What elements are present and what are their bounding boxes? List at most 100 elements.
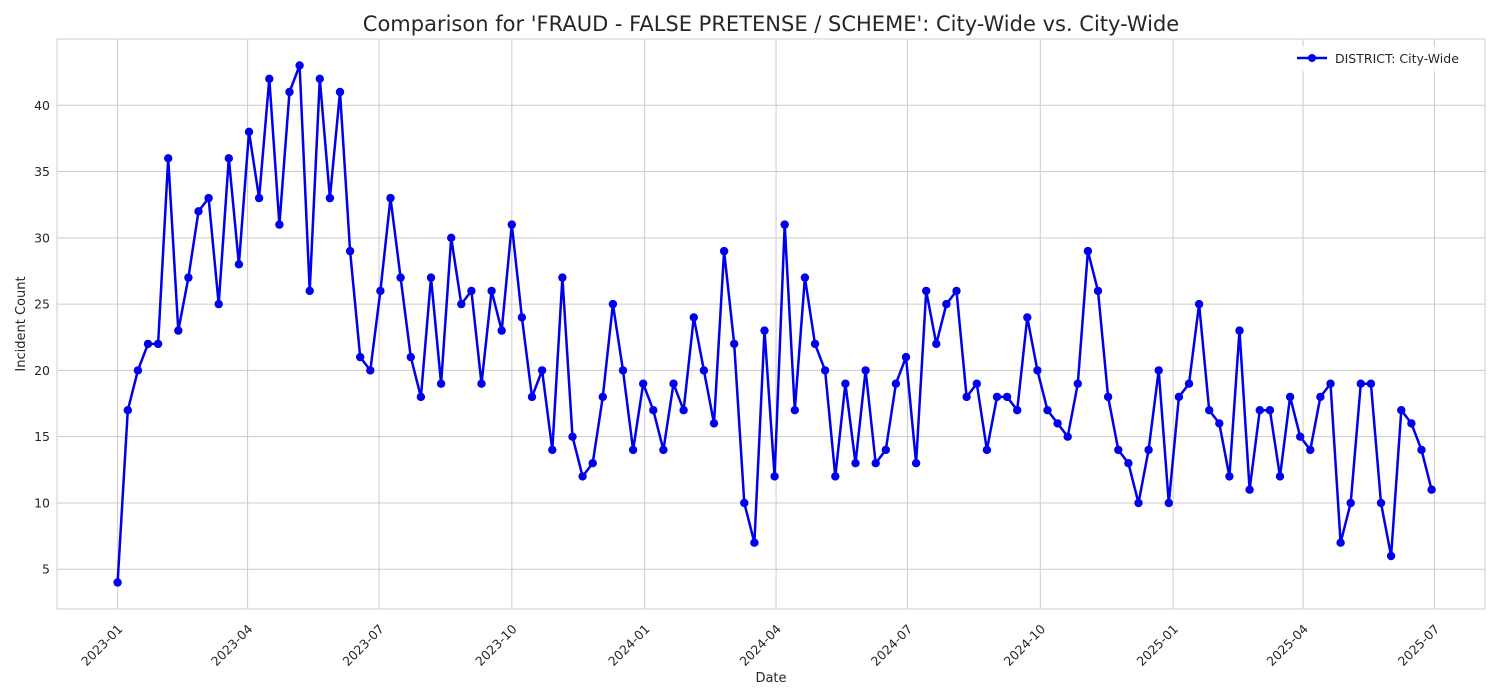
x-tick-label: 2023-10	[472, 621, 520, 669]
data-point	[507, 220, 516, 229]
data-point	[1013, 406, 1022, 415]
data-point	[911, 459, 921, 468]
x-tick-label: 2024-10	[1001, 621, 1049, 669]
data-point	[143, 339, 153, 349]
data-point	[588, 459, 597, 468]
grid-lines	[57, 39, 1485, 609]
data-point	[164, 154, 173, 163]
data-point	[1285, 392, 1295, 402]
data-point	[214, 299, 223, 309]
data-point	[982, 445, 992, 455]
data-point	[153, 339, 163, 349]
data-point	[1164, 498, 1174, 508]
data-point	[285, 87, 294, 97]
data-point	[1103, 392, 1113, 402]
x-tick-label: 2023-01	[78, 621, 126, 669]
x-tick-label: 2025-01	[1133, 621, 1181, 669]
y-tick-label: 40	[34, 98, 50, 113]
x-tick-label: 2024-01	[605, 621, 653, 669]
data-point	[780, 220, 789, 229]
data-point	[174, 326, 183, 335]
data-point	[548, 445, 557, 455]
data-point	[831, 472, 840, 481]
data-point	[952, 286, 961, 296]
x-tick-label: 2023-04	[208, 621, 256, 669]
data-point	[1073, 379, 1083, 388]
data-point	[1306, 445, 1315, 455]
data-point	[416, 392, 426, 402]
data-point	[1023, 313, 1032, 322]
data-point	[841, 379, 850, 388]
y-tick-label: 20	[34, 363, 50, 378]
data-point	[730, 339, 739, 349]
data-point	[810, 339, 820, 349]
data-point	[1356, 379, 1366, 388]
y-axis-ticks: 5 10 15 20 25 30 35 40	[34, 98, 50, 577]
x-tick-label: 2025-07	[1395, 621, 1443, 669]
data-point	[1245, 485, 1254, 494]
data-point	[1265, 406, 1275, 415]
data-point	[1417, 445, 1426, 455]
data-point	[1376, 498, 1386, 508]
legend: DISTRICT: City-Wide	[1289, 46, 1479, 71]
data-point	[1407, 419, 1416, 428]
data-point	[335, 87, 345, 97]
data-point	[447, 233, 456, 242]
data-point	[901, 352, 911, 362]
x-tick-label: 2023-07	[339, 621, 387, 669]
data-point	[1083, 246, 1093, 256]
data-point	[962, 392, 971, 402]
data-point	[1336, 538, 1345, 547]
data-point	[123, 406, 132, 415]
data-point	[1194, 299, 1204, 309]
data-point	[1093, 286, 1103, 296]
data-point	[1114, 445, 1123, 455]
legend-swatch-marker	[1308, 54, 1316, 62]
data-point	[1386, 551, 1396, 561]
data-point	[922, 286, 931, 296]
data-point	[1124, 459, 1133, 468]
x-tick-label: 2025-04	[1263, 621, 1311, 669]
data-point	[426, 273, 436, 282]
legend-label: DISTRICT: City-Wide	[1335, 51, 1459, 66]
data-point	[1397, 406, 1406, 415]
y-tick-label: 35	[34, 164, 50, 179]
data-point	[1205, 406, 1214, 415]
data-point	[800, 273, 810, 282]
data-point	[265, 74, 274, 84]
data-point	[315, 74, 324, 84]
data-point	[1235, 326, 1244, 335]
data-point	[406, 352, 415, 362]
data-point	[194, 207, 203, 216]
x-axis-ticks: 2023-01 2023-04 2023-07 2023-10 2024-01 2024-…	[78, 621, 1442, 669]
data-point	[851, 459, 860, 468]
data-point	[1427, 485, 1436, 494]
data-point	[436, 379, 446, 388]
data-point	[1326, 379, 1335, 388]
data-point	[1053, 419, 1062, 428]
data-point	[1255, 406, 1265, 415]
data-point	[457, 299, 466, 309]
data-point	[649, 406, 658, 415]
data-point	[467, 286, 476, 296]
data-point	[861, 366, 870, 375]
data-point	[770, 472, 779, 481]
data-point	[578, 472, 587, 481]
data-point	[133, 366, 143, 375]
data-point	[487, 286, 496, 296]
data-point	[345, 246, 355, 256]
data-point	[1002, 392, 1012, 402]
data-point	[224, 154, 233, 163]
data-point	[295, 61, 304, 70]
chart-title: Comparison for 'FRAUD - FALSE PRETENSE /…	[363, 12, 1179, 36]
data-point	[1063, 432, 1072, 441]
data-point	[871, 459, 880, 468]
data-point	[598, 392, 607, 402]
x-axis-label: Date	[755, 671, 786, 686]
data-point	[628, 445, 638, 455]
data-point	[1134, 498, 1143, 508]
data-point	[497, 326, 506, 335]
y-axis-label: Incident Count	[14, 276, 29, 371]
data-point	[760, 326, 769, 335]
